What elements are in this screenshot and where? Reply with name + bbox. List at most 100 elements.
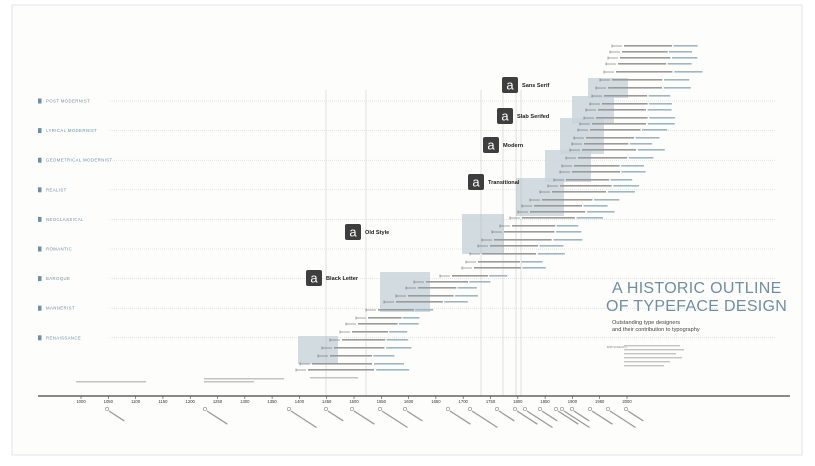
category-label: GEOMETRICAL MODERNIST <box>46 158 113 163</box>
axis-tick-label: 1350 <box>267 399 277 404</box>
designer-typeface-line <box>556 225 579 227</box>
style-badge-label: Transitional <box>488 180 520 186</box>
designer-caption-line <box>504 231 555 233</box>
designer-caption-line <box>592 123 646 125</box>
event-marker <box>202 406 208 412</box>
category-label: BAROQUE <box>46 276 70 281</box>
designer-caption-line <box>598 109 646 111</box>
axis-tick-label: 1650 <box>431 399 441 404</box>
designer-typeface-line <box>613 185 640 187</box>
designer-typeface-line <box>398 323 419 325</box>
designer-typeface-line <box>576 217 603 219</box>
designer-caption-line <box>586 137 634 139</box>
era-band <box>298 336 338 364</box>
designer-caption-line <box>308 369 374 371</box>
event-marker <box>623 406 629 412</box>
style-badge-label: Sans Serif <box>522 83 549 89</box>
designer-caption-line <box>534 205 582 207</box>
designer-typeface-line <box>621 171 646 173</box>
designer-typeface-line <box>522 267 546 269</box>
designer-typeface-line <box>610 179 633 181</box>
category-label: ROMANTIC <box>46 247 72 252</box>
designer-caption-line <box>618 63 666 65</box>
designer-caption-line <box>612 79 663 81</box>
designer-caption-line <box>578 157 628 159</box>
style-badge-box <box>468 174 484 190</box>
category-marker <box>38 246 42 252</box>
designer-caption-line <box>396 301 443 303</box>
designer-typeface-line <box>674 71 703 73</box>
designer-typeface-line <box>628 157 654 159</box>
category-marker <box>38 187 42 193</box>
axis-tick-label: 1850 <box>540 399 550 404</box>
designer-caption-line <box>330 355 372 357</box>
designer-caption-line <box>408 295 454 297</box>
event-caption-line <box>381 410 408 429</box>
early-caption-line <box>310 377 358 379</box>
designer-caption-line <box>604 95 648 97</box>
axis-tick-label: 1600 <box>404 399 414 404</box>
axis-tick-label: 1700 <box>459 399 469 404</box>
category-marker <box>38 305 42 311</box>
designer-caption-line <box>624 45 672 47</box>
designer-caption-line <box>596 117 648 119</box>
event-caption-line <box>591 410 613 425</box>
event-markers <box>104 406 644 429</box>
designer-typeface-line <box>663 87 691 89</box>
event-caption-line <box>526 410 553 429</box>
axis-tick-label: 1000 <box>76 399 86 404</box>
event-marker <box>377 406 383 412</box>
event-caption-line <box>573 410 590 422</box>
designer-typeface-line <box>629 143 653 145</box>
era-band <box>516 178 564 216</box>
event-caption-line <box>609 410 636 429</box>
axis-ticks: 1000 1050 1100 1150 1200 1250 1300 1350 1400 1450… <box>76 396 632 404</box>
axis-tick-label: 1200 <box>186 399 196 404</box>
event-marker <box>522 406 528 412</box>
era-band <box>380 272 430 312</box>
early-caption-line <box>204 378 284 380</box>
axis-tick-label: 1800 <box>513 399 523 404</box>
legend-note-line <box>624 357 682 359</box>
designer-caption-line <box>352 331 388 333</box>
designer-caption-line <box>512 225 556 227</box>
category-label: RENAISSANCE <box>46 335 81 340</box>
designer-caption-line <box>452 275 488 277</box>
style-badge-glyph: a <box>310 271 318 286</box>
legend-note-line <box>624 365 664 367</box>
designer-typeface-line <box>621 165 644 167</box>
legend-notes <box>624 345 684 367</box>
designer-typeface-line <box>649 117 676 119</box>
style-badges: a Sans Serif a Slab Serifed a Modern a Transiti… <box>306 77 550 286</box>
style-badge-box <box>483 137 499 153</box>
designer-caption-line <box>616 71 673 73</box>
event-caption-line <box>327 410 344 422</box>
style-badge-label: Slab Serifed <box>517 114 550 120</box>
event-marker <box>587 406 593 412</box>
designer-caption-line <box>574 165 620 167</box>
designer-typeface-line <box>637 149 665 151</box>
event-caption-line <box>498 410 515 422</box>
event-caption-line <box>353 410 375 425</box>
designer-caption-line <box>426 281 468 283</box>
designer-typeface-line <box>556 231 582 233</box>
designer-typeface-line <box>386 347 412 349</box>
designer-typeface-line <box>402 317 420 319</box>
event-marker <box>605 406 611 412</box>
event-marker <box>512 406 518 412</box>
designer-caption-line <box>542 199 593 201</box>
style-badge-glyph: a <box>501 109 509 124</box>
event-caption-line <box>541 410 558 422</box>
category-label: NEOCLASSICAL <box>46 217 84 222</box>
designer-typeface-line <box>521 261 543 263</box>
designer-caption-line <box>620 57 671 59</box>
designer-typeface-line <box>647 123 675 125</box>
poster-subtitle-line2: and their contribution to typography <box>612 327 700 333</box>
legend-label: BIRTH/DEATH <box>607 345 627 349</box>
designer-caption-line <box>478 261 520 263</box>
axis-tick-label: 1400 <box>295 399 305 404</box>
legend-note-line <box>624 353 676 355</box>
event-marker <box>104 406 110 412</box>
poster-subtitle-line1: Outstanding type designers <box>612 320 680 326</box>
